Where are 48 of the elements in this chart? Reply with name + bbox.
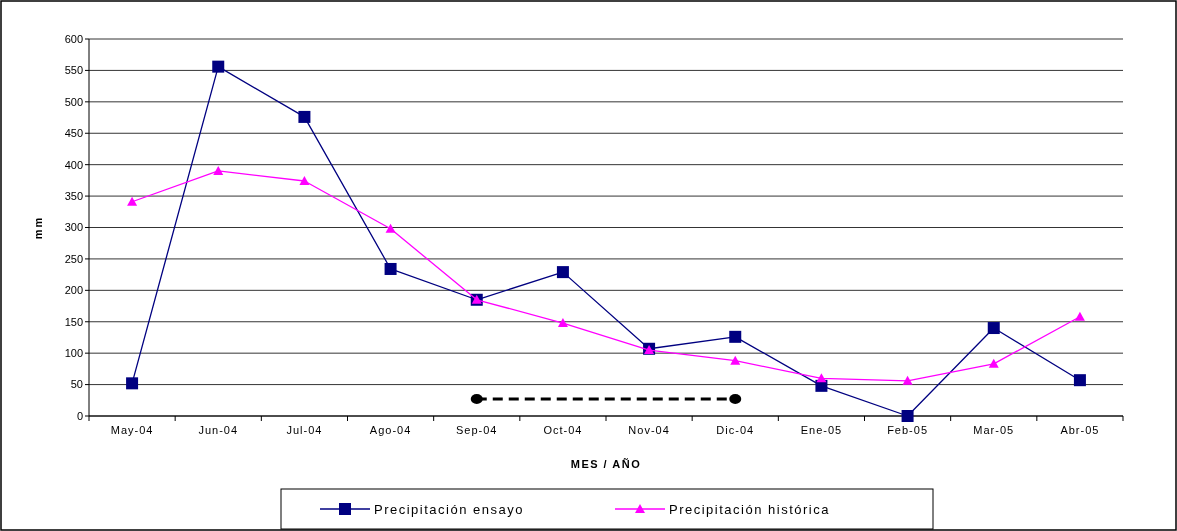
x-tick-label: Ago-04: [369, 424, 412, 436]
y-tick-label: 150: [64, 315, 83, 328]
point: [988, 358, 999, 368]
x-tick-label: Ene-05: [800, 424, 843, 436]
x-axis-title: MES / AÑO: [570, 458, 642, 470]
point: [901, 410, 914, 422]
x-tick-label: Jul-04: [286, 424, 323, 436]
point: [730, 355, 741, 365]
y-tick-label: 500: [64, 95, 83, 108]
point: [1074, 311, 1085, 321]
x-tick-label: Mar-05: [973, 424, 1015, 436]
y-tick-label: 400: [64, 158, 83, 171]
point: [384, 262, 397, 275]
x-tick-label: Oct-04: [543, 424, 583, 436]
x-tick-label: Abr-05: [1060, 424, 1100, 436]
point: [902, 375, 913, 385]
point: [298, 110, 311, 123]
x-tick-label: Nov-04: [628, 424, 670, 436]
point: [816, 373, 827, 383]
y-tick-label: 300: [64, 221, 83, 234]
point: [127, 196, 138, 206]
y-tick-label: 50: [70, 378, 83, 391]
y-tick-label: 600: [64, 32, 83, 45]
x-tick-label: Dic-04: [716, 424, 755, 436]
x-tick-label: Feb-05: [887, 424, 929, 436]
y-tick-label: 100: [64, 347, 83, 360]
legend-label: Precipitación histórica: [669, 501, 830, 517]
point: [299, 176, 310, 185]
y-tick-label: 450: [64, 127, 83, 140]
x-tick-label: May-04: [110, 424, 154, 436]
y-tick-label: 550: [64, 64, 83, 77]
y-axis-title: mm: [32, 215, 44, 240]
point: [557, 318, 568, 328]
point: [126, 377, 139, 390]
y-tick-label: 250: [64, 252, 83, 265]
point: [213, 165, 224, 175]
point: [556, 266, 569, 279]
point: [212, 60, 225, 73]
x-tick-label: Jun-04: [198, 424, 239, 436]
point: [1073, 374, 1086, 387]
x-tick-label: Sep-04: [456, 424, 498, 436]
y-tick-label: 350: [64, 189, 83, 202]
y-tick-label: 0: [76, 409, 83, 422]
point: [987, 322, 1000, 335]
point: [385, 223, 396, 233]
y-tick-label: 200: [64, 284, 83, 297]
point: [729, 330, 742, 343]
legend-label: Precipitación ensayo: [374, 501, 524, 517]
